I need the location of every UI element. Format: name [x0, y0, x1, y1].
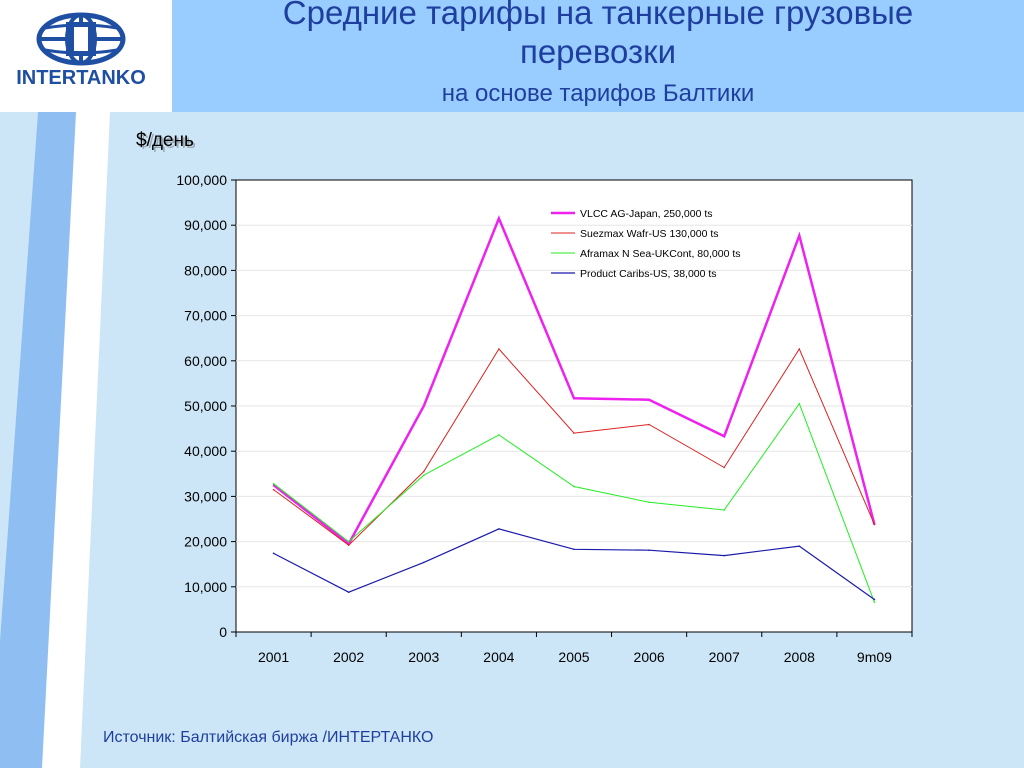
y-tick-label: 60,000 [184, 353, 227, 369]
data-point [648, 501, 650, 504]
data-point [272, 552, 275, 555]
data-point [573, 485, 575, 488]
y-tick-label: 10,000 [184, 579, 227, 595]
y-tick-label: 90,000 [184, 217, 227, 233]
title-line-2: перевозки [519, 33, 677, 70]
data-point [498, 348, 500, 350]
left-stripe-blue [0, 112, 76, 768]
data-point [648, 549, 650, 551]
y-tick-label: 20,000 [184, 534, 227, 550]
x-tick-label: 2005 [558, 649, 589, 665]
y-tick-label: 100,000 [176, 172, 227, 188]
y-tick-label: 50,000 [184, 398, 227, 414]
data-point [422, 470, 425, 473]
y-tick-label: 70,000 [184, 308, 227, 324]
legend-label: Suezmax Wafr-US 130,000 ts [580, 228, 719, 240]
x-tick-label: 2008 [784, 649, 815, 665]
data-point [723, 435, 726, 438]
data-point [798, 348, 801, 350]
data-point [723, 466, 726, 469]
x-tick-label: 9m09 [857, 649, 892, 665]
data-point [347, 544, 350, 547]
x-tick-label: 2001 [258, 649, 289, 665]
legend-label: Aframax N Sea-UKCont, 80,000 ts [580, 248, 741, 260]
subtitle: на основе тарифов Балтики [441, 80, 755, 107]
data-point [648, 398, 650, 401]
data-point [873, 601, 876, 603]
y-tick-label: 30,000 [184, 488, 227, 504]
data-point [723, 509, 726, 511]
data-point [272, 484, 275, 486]
legend-label: VLCC AG-Japan, 250,000 ts [580, 208, 713, 220]
x-tick-label: 2003 [408, 649, 439, 665]
data-point [498, 217, 500, 220]
x-tick-label: 2007 [709, 649, 740, 665]
data-point [573, 548, 575, 551]
data-point [723, 554, 726, 557]
data-point [648, 423, 650, 426]
data-point [347, 591, 350, 594]
logo-text: INTERTANKO [16, 67, 146, 89]
legend-label: Product Caribs-US, 38,000 ts [580, 268, 717, 280]
data-point [873, 598, 876, 601]
data-point [798, 402, 801, 405]
legend: VLCC AG-Japan, 250,000 ts Suezmax Wafr-US… [551, 208, 741, 280]
data-point [498, 528, 500, 530]
data-point [272, 482, 275, 485]
data-point [798, 234, 801, 237]
title-line-1: Средние тарифы на танкерные грузовые [282, 0, 914, 31]
data-point [272, 488, 275, 491]
y-tick-label: 0 [219, 624, 227, 640]
data-point [422, 474, 425, 476]
data-point [422, 405, 425, 407]
data-point [422, 561, 425, 564]
y-axis-unit-label: $/день [136, 130, 194, 151]
data-point [798, 545, 801, 547]
source-note: Источник: Балтийская биржа /ИНТЕРТАНКО [103, 729, 434, 746]
data-point [873, 523, 876, 526]
data-point [498, 434, 500, 436]
grid-layer [235, 179, 913, 633]
x-tick-label: 2004 [483, 649, 514, 665]
x-tick-label: 2006 [634, 649, 665, 665]
data-point [573, 397, 575, 400]
axis-layer: 0 10,000 20,000 30,000 40,000 50,000 60,000 70,… [176, 172, 913, 665]
intertanko-globe-icon [36, 12, 126, 66]
y-tick-label: 40,000 [184, 443, 227, 459]
data-point [347, 540, 350, 543]
series-layer [272, 215, 876, 603]
header-band [172, 0, 1024, 112]
data-point [573, 432, 575, 434]
x-tick-label: 2002 [333, 649, 364, 665]
y-tick-label: 80,000 [184, 262, 227, 278]
